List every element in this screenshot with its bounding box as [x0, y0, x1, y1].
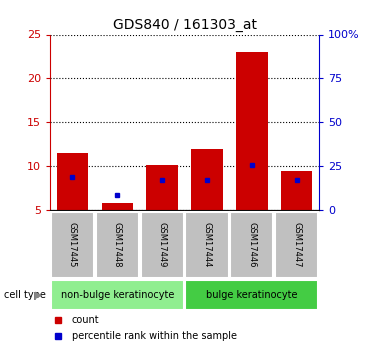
Text: count: count	[72, 315, 99, 325]
Bar	[57, 153, 88, 210]
Bar	[186, 280, 318, 310]
Text: GSM17447: GSM17447	[292, 222, 301, 268]
Bar	[186, 212, 229, 278]
Bar	[281, 171, 312, 210]
Text: ▶: ▶	[35, 290, 43, 300]
Text: GSM17449: GSM17449	[158, 222, 167, 268]
Bar	[191, 149, 223, 210]
Text: bulge keratinocyte: bulge keratinocyte	[206, 290, 298, 300]
Bar	[141, 212, 184, 278]
Bar	[230, 212, 273, 278]
Text: GSM17445: GSM17445	[68, 222, 77, 268]
Text: cell type: cell type	[4, 290, 46, 300]
Bar	[102, 204, 133, 210]
Title: GDS840 / 161303_at: GDS840 / 161303_at	[112, 18, 257, 32]
Text: non-bulge keratinocyte: non-bulge keratinocyte	[60, 290, 174, 300]
Text: GSM17448: GSM17448	[113, 222, 122, 268]
Bar	[147, 165, 178, 210]
Text: GSM17444: GSM17444	[203, 222, 211, 268]
Bar	[51, 212, 94, 278]
Bar	[275, 212, 318, 278]
Text: GSM17446: GSM17446	[247, 222, 256, 268]
Bar	[236, 52, 267, 210]
Bar	[96, 212, 139, 278]
Text: percentile rank within the sample: percentile rank within the sample	[72, 332, 237, 341]
Bar	[51, 280, 184, 310]
